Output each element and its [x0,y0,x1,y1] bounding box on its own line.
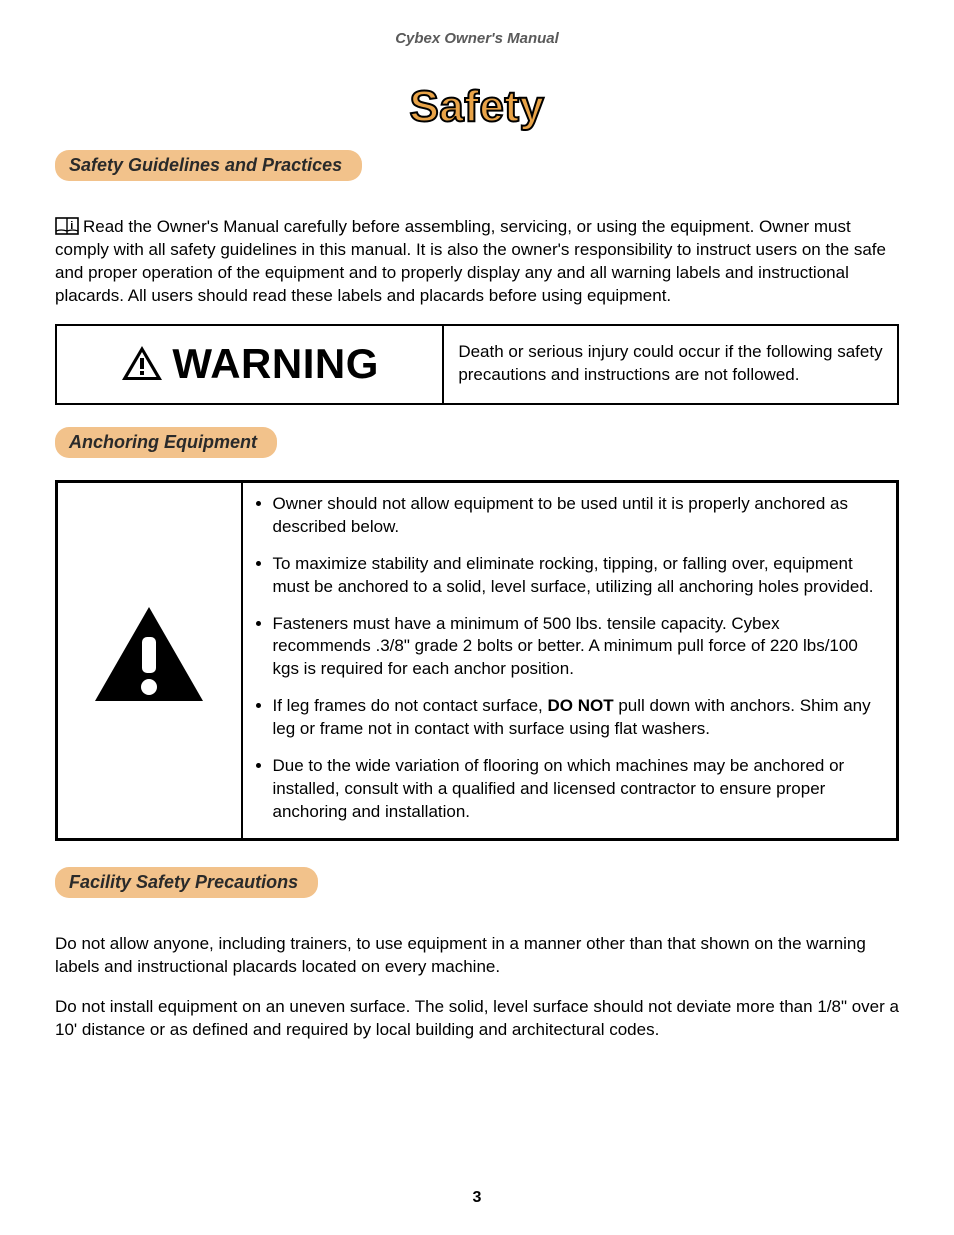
page: Cybex Owner's Manual Safety Safety Guide… [0,0,954,1235]
warning-label: WARNING [120,340,379,388]
page-number: 3 [0,1189,954,1207]
svg-text:i: i [70,220,73,232]
anchor-icon-cell [57,481,242,839]
intro-text: Read the Owner's Manual carefully before… [55,217,886,305]
anchoring-table: Owner should not allow equipment to be u… [55,480,899,841]
facility-paragraph-1: Do not allow anyone, including trainers,… [55,933,899,979]
warning-description: Death or serious injury could occur if t… [458,341,883,387]
warning-description-cell: Death or serious injury could occur if t… [443,325,898,404]
anchor-bullet-4: If leg frames do not contact surface, DO… [273,695,883,741]
warning-box: WARNING Death or serious injury could oc… [55,324,899,405]
section-heading-anchoring: Anchoring Equipment [55,427,277,458]
anchor-bullet-list: Owner should not allow equipment to be u… [251,493,889,824]
section-heading-facility: Facility Safety Precautions [55,867,318,898]
intro-paragraph: i Read the Owner's Manual carefully befo… [55,216,899,308]
anchor-bullet-3: Fasteners must have a minimum of 500 lbs… [273,613,883,682]
manual-info-icon: i [55,217,79,235]
anchor-bullets-cell: Owner should not allow equipment to be u… [242,481,898,839]
page-title-text: Safety [409,82,544,131]
caution-triangle-icon [89,601,209,711]
page-title: Safety [55,82,899,132]
anchor-bullet-1: Owner should not allow equipment to be u… [273,493,883,539]
facility-paragraph-2: Do not install equipment on an uneven su… [55,996,899,1042]
anchor-bullet-2: To maximize stability and eliminate rock… [273,553,883,599]
anchor-bullet-5: Due to the wide variation of flooring on… [273,755,883,824]
warning-label-cell: WARNING [56,325,443,404]
warning-triangle-icon [120,344,164,384]
warning-word: WARNING [172,340,379,388]
section-heading-guidelines: Safety Guidelines and Practices [55,150,362,181]
document-header: Cybex Owner's Manual [55,30,899,47]
do-not-emphasis: DO NOT [547,696,613,715]
